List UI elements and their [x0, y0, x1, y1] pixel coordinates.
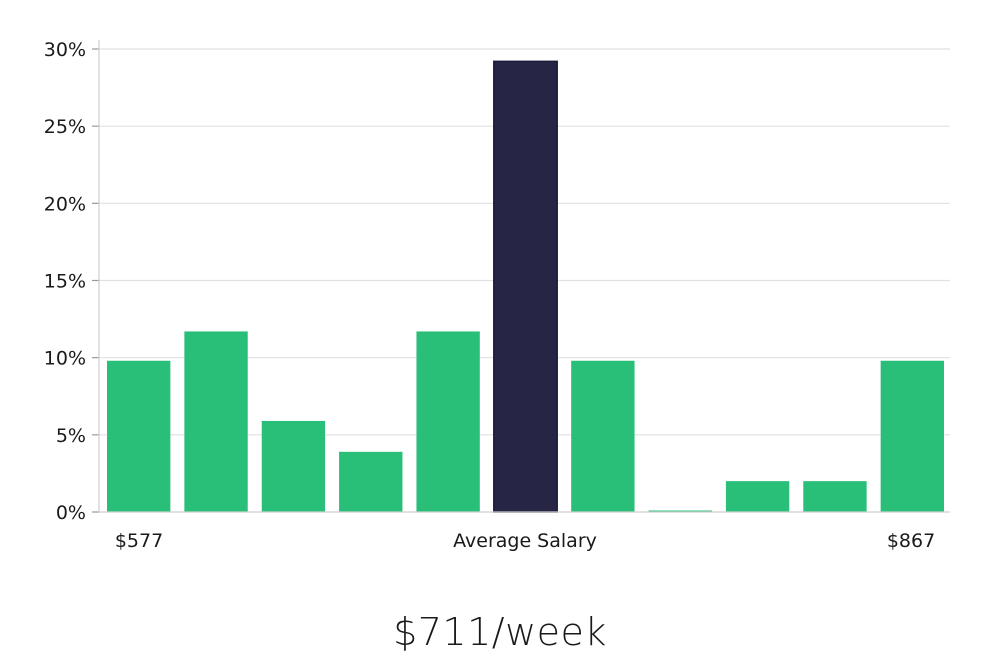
bars: [107, 60, 944, 513]
y-tick-label: 15%: [44, 271, 86, 293]
bar: [803, 481, 867, 512]
bar: [725, 481, 790, 512]
y-tick-label: 25%: [44, 116, 86, 138]
bar: [880, 360, 944, 512]
y-tick-label: 5%: [56, 425, 86, 447]
bar: [184, 331, 248, 512]
y-axis-ticks: 0% 5% 10% 15% 20% 25% 30%: [44, 39, 99, 524]
bar: [416, 331, 480, 512]
bar: [648, 510, 712, 512]
axes: [98, 40, 950, 513]
average-salary-value: $711/week: [393, 610, 607, 654]
x-label-average: Average Salary: [453, 530, 597, 552]
y-tick-label: 10%: [44, 348, 86, 370]
bar: [107, 360, 171, 512]
salary-histogram: 0%5%10%15%20%25%30% $577 Average Salary …: [44, 39, 950, 552]
y-tick-label: 30%: [44, 39, 86, 61]
bar: [261, 420, 326, 512]
y-tick-label: 0%: [56, 502, 86, 524]
bar-average-highlight: [493, 60, 558, 513]
y-tick-label: 20%: [44, 193, 86, 215]
bar: [571, 360, 635, 512]
bar: [339, 451, 403, 512]
x-label-min: $577: [115, 530, 163, 552]
x-label-max: $867: [887, 530, 935, 552]
